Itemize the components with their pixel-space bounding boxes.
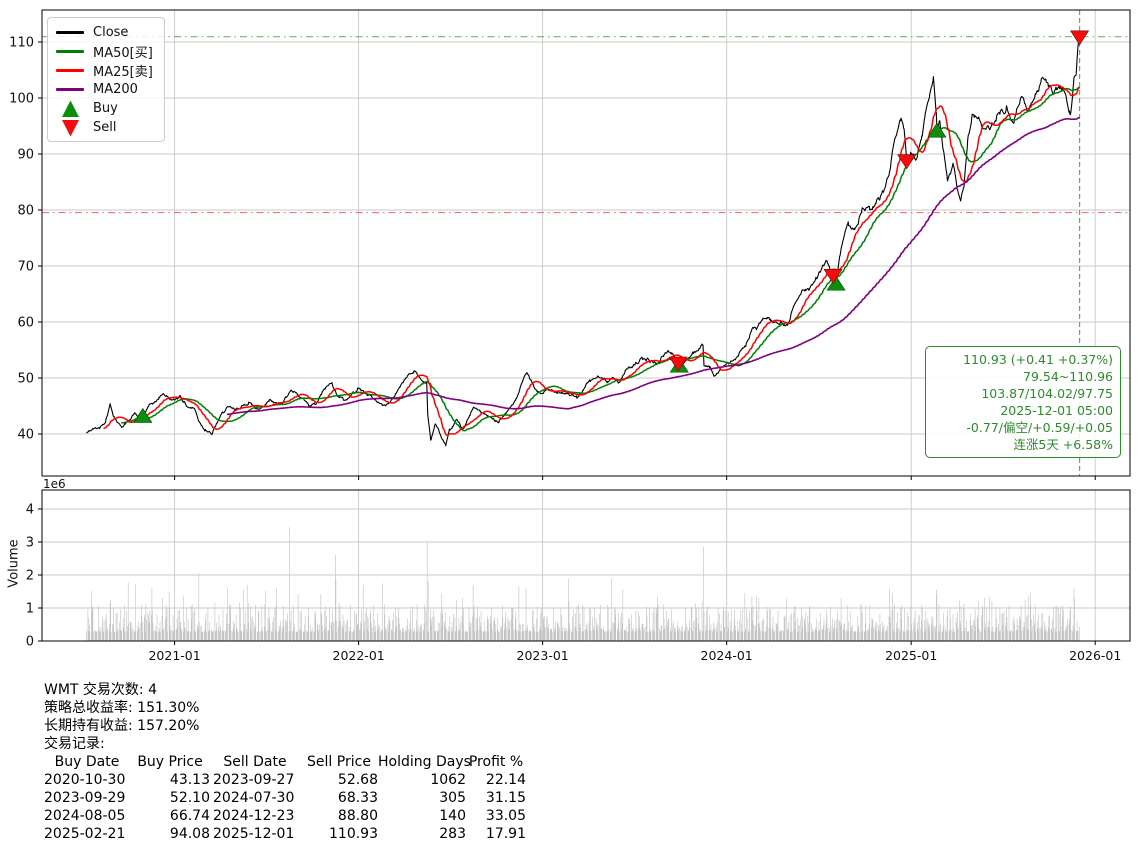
legend-label-ma200: MA200: [93, 82, 138, 97]
info-last-price: 110.93 (+0.41 +0.37%): [963, 352, 1113, 367]
close-line-swatch: [54, 31, 86, 34]
volume-bars: [86, 527, 1080, 641]
volume-tick-label: 1: [26, 602, 34, 617]
sell-marker: [668, 356, 688, 372]
col-buy-date: Buy Date: [54, 754, 120, 770]
legend-item-buy: Buy: [54, 99, 158, 118]
price-volume-chart: 40 50 60 70 80 90 100 110 0 1 2 3 4 2021-01 2022-01 202…: [9, 9, 1131, 663]
ma25-line-swatch: [54, 69, 86, 72]
table-row: 2024-08-05 66.74 2024-12-23 88.80 140 33.05: [44, 808, 526, 824]
legend-label-ma50: MA50[买]: [93, 46, 153, 61]
info-streak: 连涨5天 +6.58%: [1013, 437, 1113, 452]
ma200-line: [226, 116, 1080, 416]
date-tick-label: 2022-01: [333, 648, 385, 663]
buy-marker: [927, 122, 947, 138]
buy-triangle-icon: [54, 100, 86, 118]
date-tick-label: 2026-01: [1069, 648, 1121, 663]
legend-item-ma50: MA50[买]: [54, 42, 158, 61]
col-profit: Profit %: [468, 754, 524, 770]
price-panel-border: [41, 9, 1131, 477]
date-tick-label: 2023-01: [517, 648, 569, 663]
price-tick-label: 60: [17, 315, 34, 330]
ma25-line: [103, 84, 1081, 436]
legend-label-ma25: MA25[卖]: [93, 65, 153, 80]
axis-ticks: [38, 41, 1096, 645]
info-ma-values: 103.87/104.02/97.75: [981, 386, 1113, 401]
ma50-line-swatch: [54, 50, 86, 53]
trade-records-label: 交易记录:: [44, 736, 105, 752]
volume-tick-label: 2: [26, 569, 34, 584]
legend-label-buy: Buy: [93, 101, 118, 116]
price-tick-label: 70: [17, 259, 34, 274]
buy-marker: [133, 407, 153, 423]
axis-tick-labels: 40 50 60 70 80 90 100 110 0 1 2 3 4 2021-01 2022-01 202…: [9, 35, 1121, 663]
legend: Close MA50[买] MA25[卖] MA200 Buy Sell: [47, 17, 165, 142]
table-row: 2020-10-30 43.13 2023-09-27 52.68 1062 22.14: [44, 772, 526, 788]
col-buy-price: Buy Price: [137, 754, 203, 770]
quote-info-box: 110.93 (+0.41 +0.37%) 79.54~110.96 103.8…: [925, 346, 1121, 458]
strategy-summary: WMT 交易次数: 4 策略总收益率: 151.30% 长期持有收益: 157.…: [44, 681, 199, 753]
table-row: 2025-02-21 94.08 2025-12-01 110.93 283 17.91: [44, 826, 526, 842]
price-tick-label: 90: [17, 147, 34, 162]
date-tick-label: 2021-01: [148, 648, 200, 663]
legend-item-sell: Sell: [54, 118, 158, 137]
trade-count-line: WMT 交易次数: 4: [44, 682, 157, 698]
hold-return-line: 长期持有收益: 157.20%: [44, 718, 200, 734]
volume-axis-label: Volume: [6, 539, 22, 588]
trade-table-header: Buy Date Buy Price Sell Date Sell Price …: [44, 753, 526, 771]
volume-tick-label: 4: [26, 503, 34, 518]
sell-marker: [897, 154, 917, 170]
buy-marker: [826, 275, 846, 291]
volume-offset-label: 1e6: [43, 477, 66, 491]
info-timestamp: 2025-12-01 05:00: [1000, 403, 1113, 418]
legend-item-close: Close: [54, 23, 158, 42]
price-tick-label: 40: [17, 427, 34, 442]
legend-label-sell: Sell: [93, 120, 117, 135]
price-tick-label: 110: [9, 35, 34, 50]
date-tick-label: 2024-01: [701, 648, 753, 663]
price-tick-label: 50: [17, 371, 34, 386]
gridlines: [42, 10, 1130, 641]
sell-marker: [823, 269, 843, 284]
price-tick-label: 100: [9, 91, 34, 106]
table-row: 2023-09-29 52.10 2024-07-30 68.33 305 31.15: [44, 790, 526, 806]
date-tick-label: 2025-01: [885, 648, 937, 663]
volume-tick-label: 0: [26, 635, 34, 650]
col-holding-days: Holding Days: [378, 754, 471, 770]
legend-item-ma25: MA25[卖]: [54, 61, 158, 80]
sell-triangle-icon: [54, 119, 86, 137]
info-indicators: -0.77/偏空/+0.59/+0.05: [966, 420, 1113, 435]
volume-panel-border: [41, 489, 1131, 642]
info-price-range: 79.54~110.96: [1023, 369, 1113, 384]
volume-tick-label: 3: [26, 536, 34, 551]
ma200-line-swatch: [54, 88, 86, 91]
sell-markers: [668, 30, 1090, 372]
trade-records-table: Buy Date Buy Price Sell Date Sell Price …: [44, 753, 526, 843]
legend-item-ma200: MA200: [54, 80, 158, 99]
sell-marker: [1070, 30, 1090, 46]
col-sell-price: Sell Price: [307, 754, 371, 770]
price-tick-label: 80: [17, 203, 34, 218]
legend-label-close: Close: [93, 25, 129, 40]
strategy-return-line: 策略总收益率: 151.30%: [44, 700, 200, 716]
col-sell-date: Sell Date: [223, 754, 287, 770]
